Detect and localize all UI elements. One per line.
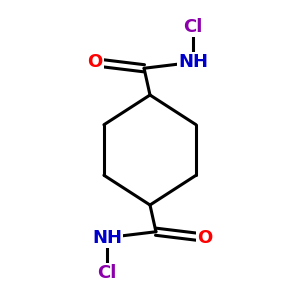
Text: Cl: Cl xyxy=(183,18,203,36)
Text: O: O xyxy=(197,229,213,247)
Text: O: O xyxy=(87,53,103,71)
Text: Cl: Cl xyxy=(97,264,117,282)
Text: NH: NH xyxy=(178,53,208,71)
Text: NH: NH xyxy=(92,229,122,247)
